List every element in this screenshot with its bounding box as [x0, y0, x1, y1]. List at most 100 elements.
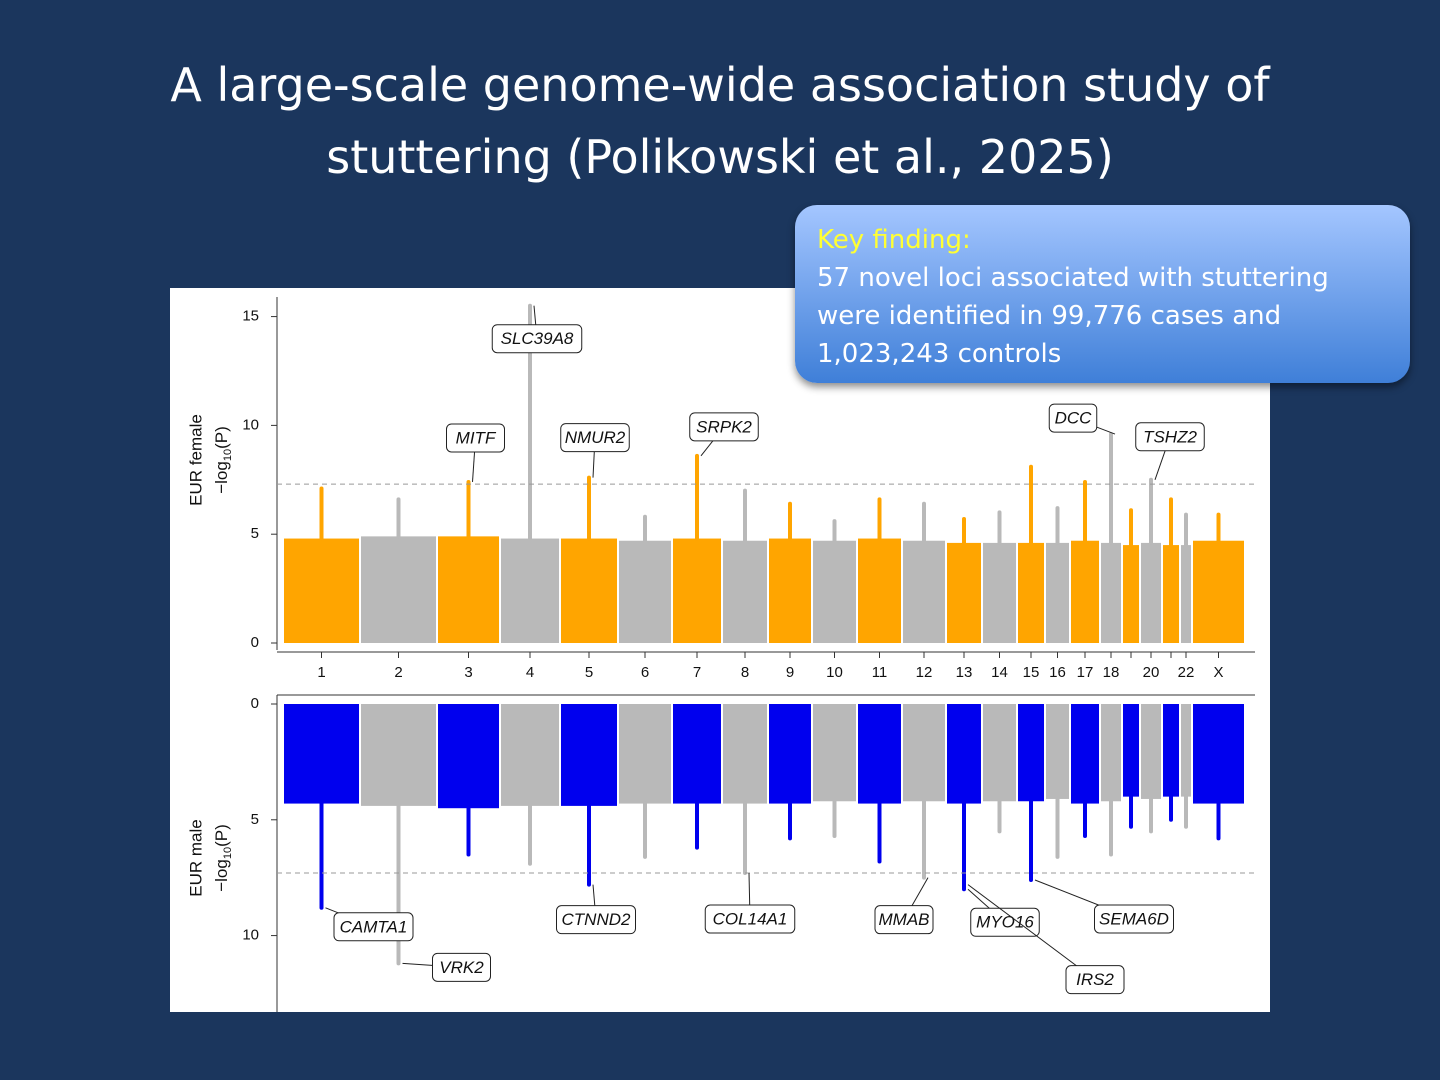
gene-label: CAMTA1 — [340, 917, 408, 936]
y-axis-label-part: (P) — [212, 426, 231, 449]
gene-label: MMAB — [879, 910, 930, 929]
y-tick-label: 0 — [251, 634, 259, 651]
chromosome-cloud — [1181, 545, 1191, 643]
slide-title: A large-scale genome-wide association st… — [170, 58, 1270, 112]
chromosome-cloud — [813, 540, 856, 643]
chromosome-cloud — [673, 538, 721, 643]
chromosome-cloud — [361, 704, 436, 806]
gene-label: TSHZ2 — [1143, 427, 1197, 446]
chromosome-cloud — [1123, 704, 1139, 797]
y-tick-label: 0 — [251, 695, 259, 712]
x-tick-label: 22 — [1178, 664, 1195, 681]
gene-label-box — [333, 912, 414, 942]
chromosome-cloud — [561, 538, 617, 643]
chromosome-cloud — [1101, 704, 1121, 802]
gene-label: COL14A1 — [713, 910, 788, 929]
gene-label: MYO16 — [976, 913, 1034, 932]
x-tick-label: 17 — [1077, 664, 1094, 681]
chromosome-cloud — [284, 704, 359, 804]
chromosome-cloud — [1141, 704, 1161, 799]
y-tick-label: 5 — [251, 811, 259, 828]
gene-label: MITF — [456, 428, 497, 447]
chromosome-cloud — [769, 704, 811, 804]
x-tick-label: 11 — [872, 664, 888, 681]
x-tick-label: 12 — [916, 664, 933, 681]
chromosome-cloud — [1018, 542, 1044, 643]
gene-label: DCC — [1055, 409, 1093, 428]
chromosome-cloud — [1046, 542, 1069, 643]
gene-label: SRPK2 — [696, 417, 752, 436]
gene-label-box — [1094, 904, 1174, 934]
callout-text: were identified in 99,776 cases and — [817, 301, 1282, 331]
y-axis-label: −log10(P) — [212, 824, 233, 892]
x-tick-label: 5 — [585, 664, 593, 681]
gene-label: VRK2 — [439, 958, 484, 977]
chromosome-cloud — [858, 704, 901, 804]
gene-label-box — [689, 412, 759, 442]
gene-label: SEMA6D — [1099, 909, 1169, 928]
x-tick-label: 16 — [1049, 664, 1066, 681]
chromosome-cloud — [619, 540, 671, 643]
chromosome-cloud — [619, 704, 671, 804]
x-tick-label: 6 — [641, 664, 649, 681]
callout-heading: Key finding: — [817, 225, 971, 255]
y-tick-label: 5 — [251, 525, 259, 542]
gene-label-box — [874, 905, 934, 935]
x-tick-label: 1 — [317, 664, 325, 681]
gene-label: SLC39A8 — [501, 329, 574, 348]
chromosome-cloud — [858, 538, 901, 643]
x-tick-label: 7 — [693, 664, 701, 681]
y-tick-label: 10 — [242, 416, 259, 433]
gene-label-box — [446, 423, 505, 453]
gene-label-box — [556, 905, 636, 935]
chromosome-cloud — [1163, 704, 1179, 797]
gene-label-box — [970, 907, 1040, 937]
x-tick-label: 4 — [526, 664, 534, 681]
chromosome-cloud — [723, 540, 767, 643]
chromosome-cloud — [1163, 545, 1179, 643]
callout-text: 1,023,243 controls — [817, 339, 1062, 369]
y-tick-label: 10 — [242, 927, 259, 944]
chromosome-cloud — [1193, 540, 1244, 643]
gene-label-box — [1065, 965, 1125, 995]
gene-label: IRS2 — [1076, 970, 1114, 989]
chromosome-cloud — [1046, 704, 1069, 799]
gene-label-box — [704, 904, 796, 934]
x-tick-label: 9 — [786, 664, 794, 681]
chromosome-cloud — [903, 540, 945, 643]
chromosome-cloud — [1018, 704, 1044, 802]
gene-label: CTNND2 — [562, 910, 631, 929]
chromosome-cloud — [723, 704, 767, 804]
chromosome-cloud — [769, 538, 811, 643]
x-tick-label: 2 — [394, 664, 402, 681]
chromosome-cloud — [983, 542, 1016, 643]
leader-line — [967, 884, 1096, 981]
chromosome-cloud — [284, 538, 359, 643]
chromosome-cloud — [1193, 704, 1244, 804]
gene-label-box — [432, 952, 491, 982]
y-tick-label: 15 — [242, 308, 259, 325]
x-tick-label: 15 — [1023, 664, 1040, 681]
chromosome-cloud — [438, 536, 499, 643]
x-tick-label: 20 — [1143, 664, 1160, 681]
y-axis-label-part: 10 — [222, 847, 234, 859]
y-axis-label: EUR female — [186, 414, 205, 506]
chromosome-cloud — [903, 704, 945, 802]
x-tick-label: 14 — [991, 664, 1008, 681]
y-axis-label-part: 10 — [222, 449, 234, 461]
chromosome-cloud — [438, 704, 499, 809]
y-axis-label-part: −log — [212, 461, 231, 494]
chart-panel: 0 5 10 15 EUR female −log10(P) 1 2 3 4 5 6 7 8 9 10 11 12… — [170, 288, 1270, 1012]
callout-text: 57 novel loci associated with stuttering — [817, 263, 1329, 293]
x-tick-label: 3 — [464, 664, 472, 681]
chromosome-cloud — [501, 704, 559, 806]
y-axis-label-part: (P) — [212, 824, 231, 847]
y-axis-label: −log10(P) — [212, 426, 233, 494]
x-tick-label: 18 — [1103, 664, 1120, 681]
slide-title: stuttering (Polikowski et al., 2025) — [326, 130, 1114, 184]
x-tick-label: 8 — [741, 664, 749, 681]
gene-label: NMUR2 — [565, 428, 626, 447]
gene-label-box — [1048, 403, 1098, 433]
y-axis-label: EUR male — [186, 819, 205, 896]
